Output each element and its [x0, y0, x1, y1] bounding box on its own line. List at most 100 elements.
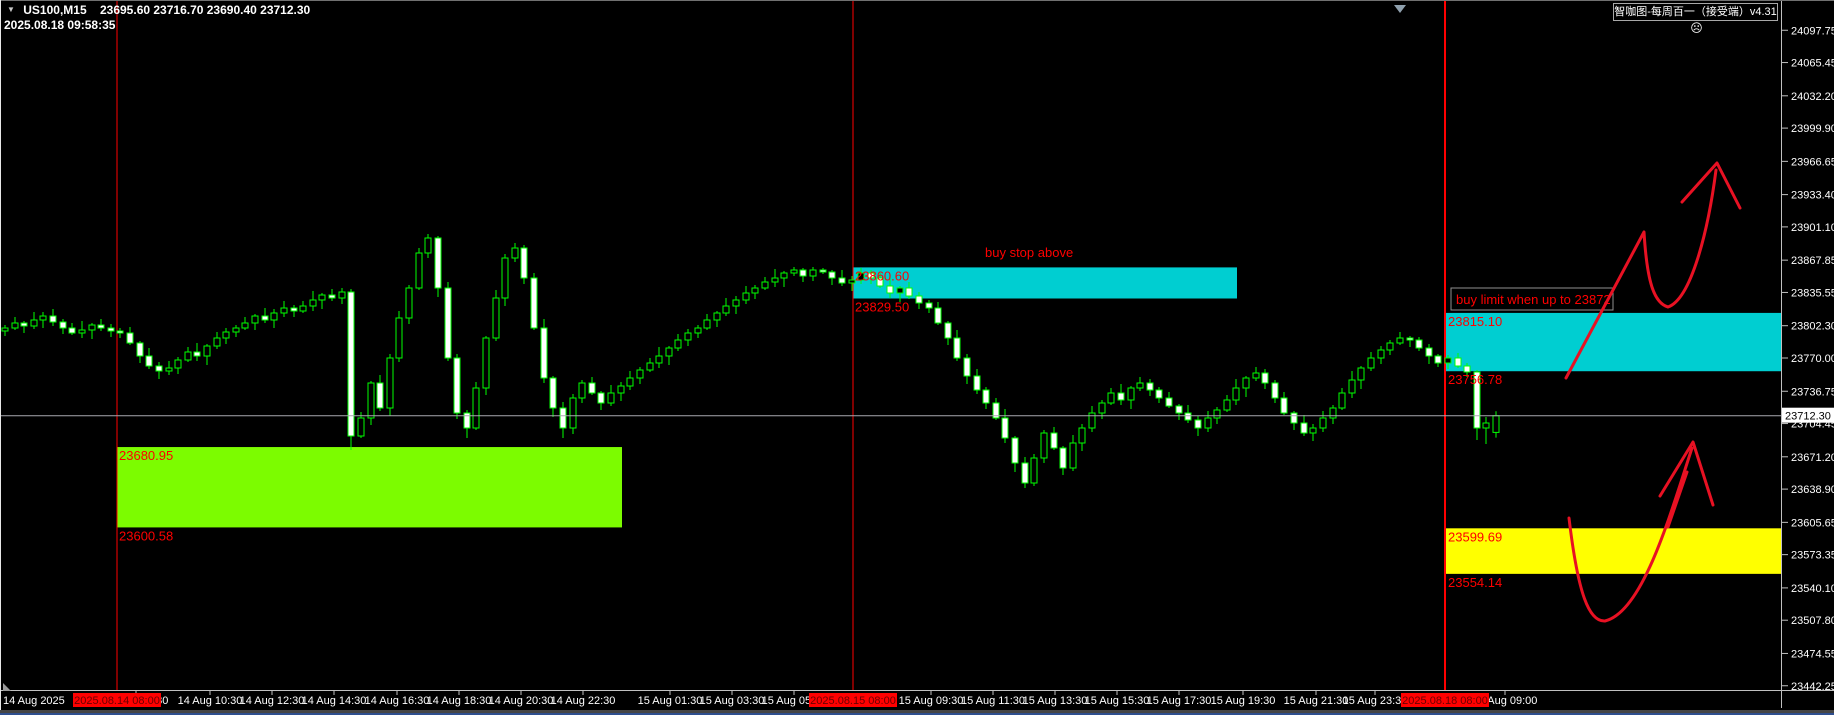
candle-body [511, 247, 519, 259]
candle [184, 347, 192, 362]
annotation-buy-stop-note[interactable]: buy stop above [985, 245, 1073, 260]
candle [482, 336, 490, 395]
candle [472, 382, 480, 430]
candle-body [1319, 417, 1327, 429]
candle-body [1184, 412, 1192, 421]
candle [492, 290, 500, 341]
candle [20, 321, 28, 333]
candle-body [155, 365, 163, 372]
indicator-badge[interactable]: 智咖图-每周百一（接受端）v4.31 ☹ [1613, 3, 1778, 35]
zone-rect-cyan-zone-mid[interactable] [853, 267, 1237, 299]
candle [1377, 346, 1385, 364]
candle-body [453, 357, 461, 414]
candle-body [1309, 427, 1317, 434]
candle-body [1425, 347, 1433, 357]
candle [395, 311, 403, 362]
candle [1204, 411, 1212, 432]
candle [1088, 406, 1096, 432]
arrow-up-top-swoosh[interactable] [1564, 168, 1718, 380]
candle [607, 385, 615, 406]
candle [963, 354, 971, 384]
candle-body [1406, 337, 1414, 341]
candle [838, 270, 846, 286]
candle [232, 325, 240, 337]
session-event-box[interactable] [1401, 693, 1489, 707]
candle [646, 358, 654, 372]
candle [145, 348, 153, 369]
candle [848, 276, 856, 291]
zone-price-label-bottom-green-zone: 23600.58 [119, 528, 173, 543]
session-event-box[interactable] [73, 693, 161, 707]
candle-body [1434, 355, 1442, 364]
candle [867, 270, 875, 284]
zone-rect-yellow-zone[interactable] [1446, 528, 1781, 574]
candle [59, 319, 67, 334]
candle-body [482, 337, 490, 389]
chevron-down-icon[interactable]: ▼ [7, 5, 15, 14]
scroll-indicator-triangle-icon[interactable] [3, 683, 11, 691]
candle-body [549, 377, 557, 409]
candle [520, 245, 528, 284]
candle [174, 357, 182, 374]
candle [1386, 340, 1394, 355]
candle-body [68, 327, 76, 334]
candle-body [732, 299, 740, 307]
candle-body [136, 342, 144, 357]
candle [1232, 379, 1240, 405]
candle-body [1473, 371, 1481, 429]
candle [578, 380, 586, 403]
candle-body [761, 281, 769, 289]
arrow-up-bottom-inner[interactable] [1666, 470, 1689, 529]
candle-body [896, 287, 904, 294]
price-tick-label: 23999.90 [1791, 123, 1834, 135]
candle [1001, 409, 1009, 443]
session-event-box[interactable] [809, 693, 897, 707]
candle-body [780, 272, 788, 279]
candle-body [1329, 407, 1337, 419]
time-tick-label: 14 Aug 10:30 [178, 695, 243, 707]
annotation-buy-limit-note[interactable]: buy limit when up to 23872 [1456, 292, 1611, 307]
candle [1280, 392, 1288, 415]
candle-body [578, 382, 586, 399]
candle-body [713, 312, 721, 321]
candle-body [569, 397, 577, 429]
candle-body [1030, 457, 1038, 484]
candle [222, 328, 230, 344]
candle [886, 277, 894, 298]
candle-body [665, 347, 673, 357]
price-tick-label: 24032.20 [1791, 91, 1834, 103]
candle-body [318, 294, 326, 301]
candle [684, 329, 692, 346]
time-tick-label: 15 Aug 19:30 [1211, 695, 1276, 707]
candle [1040, 430, 1048, 463]
arrow-up-bottom-head[interactable] [1658, 440, 1715, 507]
arrow-up-bottom-swoosh[interactable] [1567, 446, 1694, 623]
candle [732, 296, 740, 314]
candle [1482, 417, 1490, 444]
price-tick-label: 23966.65 [1791, 156, 1834, 168]
candle-body [107, 327, 115, 332]
arrow-up-top-head[interactable] [1680, 161, 1742, 210]
candle [11, 317, 19, 330]
price-tick-label: 24097.75 [1791, 25, 1834, 37]
candle-body [925, 302, 933, 309]
window-frame-bottom [0, 710, 1834, 713]
candle [934, 302, 942, 325]
candle-body [444, 287, 452, 359]
candle-body [165, 367, 173, 372]
candle-body [646, 362, 654, 371]
candle-body [1040, 432, 1048, 459]
candle-body [1194, 419, 1202, 429]
candle [1117, 384, 1125, 405]
candle-body [848, 279, 856, 284]
object-anchor-triangle-icon[interactable] [1394, 5, 1406, 13]
text-selection-box[interactable] [1450, 287, 1614, 311]
zone-rect-green-zone[interactable] [117, 447, 622, 528]
candle [617, 382, 625, 401]
zone-rect-cyan-zone-right[interactable] [1446, 312, 1781, 372]
candle-body [145, 355, 153, 367]
candle [1107, 388, 1115, 405]
candle-body [174, 359, 182, 369]
